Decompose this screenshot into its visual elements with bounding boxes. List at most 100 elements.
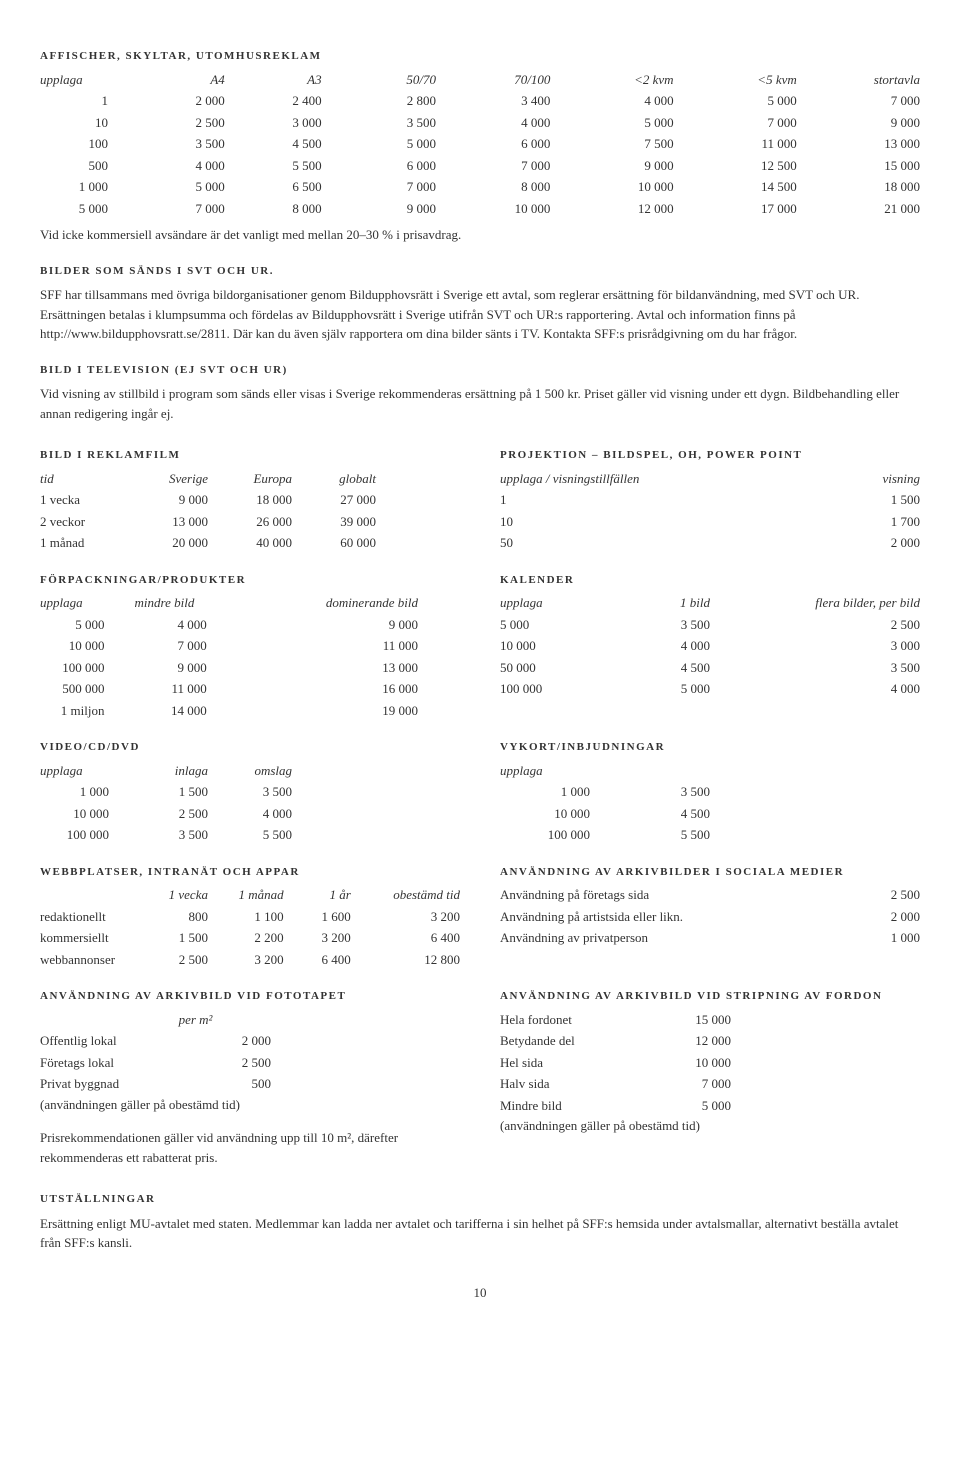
tv-body: Vid visning av stillbild i program som s… (40, 384, 920, 423)
col: upplaga / visningstillfällen (500, 468, 794, 490)
cell: 3 400 (436, 90, 550, 112)
cell: 7 000 (128, 198, 225, 220)
cell: 1 500 (794, 489, 920, 511)
cell: 18 000 (797, 176, 920, 198)
cell: Betydande del (500, 1030, 643, 1052)
cell: Användning på företags sida (500, 884, 862, 906)
video-heading: VIDEO/CD/DVD (40, 739, 460, 756)
cell: Företags lokal (40, 1052, 179, 1074)
cell: 13 000 (797, 133, 920, 155)
affischer-note: Vid icke kommersiell avsändare är det va… (40, 225, 920, 245)
col: 50/70 (322, 69, 436, 91)
cell: 1 700 (794, 511, 920, 533)
cell: kommersiellt (40, 927, 141, 949)
cell: 4 000 (208, 803, 292, 825)
cell: 15 000 (643, 1009, 731, 1031)
cell: 5 000 (550, 112, 673, 134)
cell: 2 500 (141, 949, 208, 971)
cell: 12 500 (674, 155, 797, 177)
cell: Offentlig lokal (40, 1030, 179, 1052)
cell: 1 (40, 90, 128, 112)
col: stortavla (797, 69, 920, 91)
cell: 10 000 (40, 803, 124, 825)
col (40, 884, 141, 906)
cell: 500 (40, 155, 128, 177)
table-row: 10 0007 00011 000 (40, 635, 418, 657)
cell: 10 000 (500, 803, 605, 825)
col: 70/100 (436, 69, 550, 91)
fototapet-note2: Prisrekommendationen gäller vid användni… (40, 1128, 460, 1167)
cell: 100 000 (500, 678, 605, 700)
cell: Hel sida (500, 1052, 643, 1074)
table-row: Privat byggnad500 (40, 1073, 271, 1095)
cell: 10 (40, 112, 128, 134)
cell: 27 000 (292, 489, 376, 511)
cell: 500 000 (40, 678, 135, 700)
table-row: 10 0004 0003 000 (500, 635, 920, 657)
blank (40, 1009, 179, 1031)
cell: 100 000 (500, 824, 605, 846)
col: upplaga (500, 760, 605, 782)
col: 1 månad (208, 884, 284, 906)
cell: Privat byggnad (40, 1073, 179, 1095)
fototapet-heading: ANVÄNDNING AV ARKIVBILD VID FOTOTAPET (40, 988, 460, 1005)
table-row: Användning på företags sida2 500 (500, 884, 920, 906)
table-row: Användning på artistsida eller likn.2 00… (500, 906, 920, 928)
col: A3 (225, 69, 322, 91)
cell: 7 000 (135, 635, 267, 657)
table-row: 5 0003 5002 500 (500, 614, 920, 636)
cell: 60 000 (292, 532, 376, 554)
table-row: 5 0004 0009 000 (40, 614, 418, 636)
cell: 6 400 (284, 949, 351, 971)
col: obestämd tid (351, 884, 460, 906)
cell: 2 500 (179, 1052, 271, 1074)
table-row: 5 0007 0008 0009 00010 00012 00017 00021… (40, 198, 920, 220)
cell: 7 000 (643, 1073, 731, 1095)
cell: 3 000 (710, 635, 920, 657)
table-row: 1 0005 0006 5007 0008 00010 00014 50018 … (40, 176, 920, 198)
cell: 1 vecka (40, 489, 124, 511)
col: upplaga (40, 592, 135, 614)
svt-heading: BILDER SOM SÄNDS I SVT OCH UR. (40, 263, 920, 280)
col: Europa (208, 468, 292, 490)
cell: 1 500 (141, 927, 208, 949)
cell: 2 500 (710, 614, 920, 636)
cell: 2 veckor (40, 511, 124, 533)
col: A4 (128, 69, 225, 91)
cell: 1 000 (40, 781, 124, 803)
cell: Användning av privatperson (500, 927, 862, 949)
cell: 15 000 (797, 155, 920, 177)
table-row: Företags lokal2 500 (40, 1052, 271, 1074)
table-row: 2 veckor13 00026 00039 000 (40, 511, 376, 533)
table-row: webbannonser2 5003 2006 40012 800 (40, 949, 460, 971)
table-row: 1 månad20 00040 00060 000 (40, 532, 376, 554)
cell: 12 800 (351, 949, 460, 971)
reklamfilm-table: tid Sverige Europa globalt 1 vecka9 0001… (40, 468, 376, 554)
col: Sverige (124, 468, 208, 490)
cell: 8 000 (436, 176, 550, 198)
cell: 7 500 (550, 133, 673, 155)
table-row: kommersiellt1 5002 2003 2006 400 (40, 927, 460, 949)
cell: 3 500 (128, 133, 225, 155)
cell: 2 800 (322, 90, 436, 112)
table-row: Användning av privatperson1 000 (500, 927, 920, 949)
cell: 800 (141, 906, 208, 928)
cell: webbannonser (40, 949, 141, 971)
cell: 5 000 (643, 1095, 731, 1117)
table-row: Mindre bild5 000 (500, 1095, 731, 1117)
cell: 6 500 (225, 176, 322, 198)
table-row: Hel sida10 000 (500, 1052, 731, 1074)
cell: 1 000 (862, 927, 920, 949)
cell: 16 000 (267, 678, 418, 700)
cell: 50 000 (500, 657, 605, 679)
cell: 4 000 (436, 112, 550, 134)
cell: 10 000 (550, 176, 673, 198)
col: <2 kvm (550, 69, 673, 91)
cell: 5 000 (674, 90, 797, 112)
sociala-heading: ANVÄNDNING AV ARKIVBILDER I SOCIALA MEDI… (500, 864, 920, 881)
cell: 4 500 (605, 657, 710, 679)
cell: 14 000 (135, 700, 267, 722)
fordon-table: Hela fordonet15 000Betydande del12 000He… (500, 1009, 731, 1117)
cell: 4 000 (605, 635, 710, 657)
cell: 7 000 (436, 155, 550, 177)
